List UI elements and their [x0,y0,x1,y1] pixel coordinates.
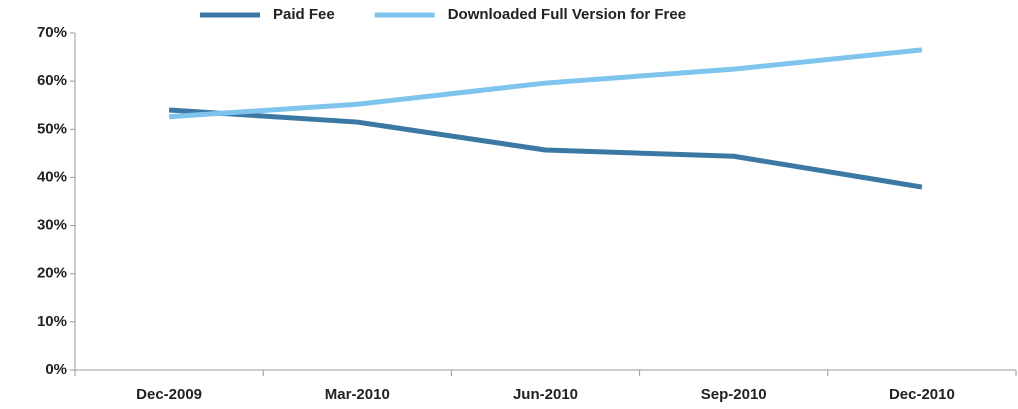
x-tick-label: Sep-2010 [701,386,767,403]
y-tick-label: 50% [37,120,67,137]
series-line [168,107,923,190]
y-tick-label: 20% [37,265,67,282]
x-tick-label: Jun-2010 [513,386,578,403]
y-tick-label: 30% [37,217,67,234]
y-tick-label: 0% [45,361,67,378]
x-tick-label: Mar-2010 [325,386,390,403]
y-tick-label: 40% [37,168,67,185]
series-line [168,47,923,120]
x-tick-label: Dec-2009 [136,386,202,403]
y-tick-label: 10% [37,313,67,330]
legend-label: Downloaded Full Version for Free [448,6,686,23]
legend-label: Paid Fee [273,6,335,23]
y-tick-label: 70% [37,24,67,41]
x-tick-label: Dec-2010 [889,386,955,403]
y-tick-label: 60% [37,72,67,89]
